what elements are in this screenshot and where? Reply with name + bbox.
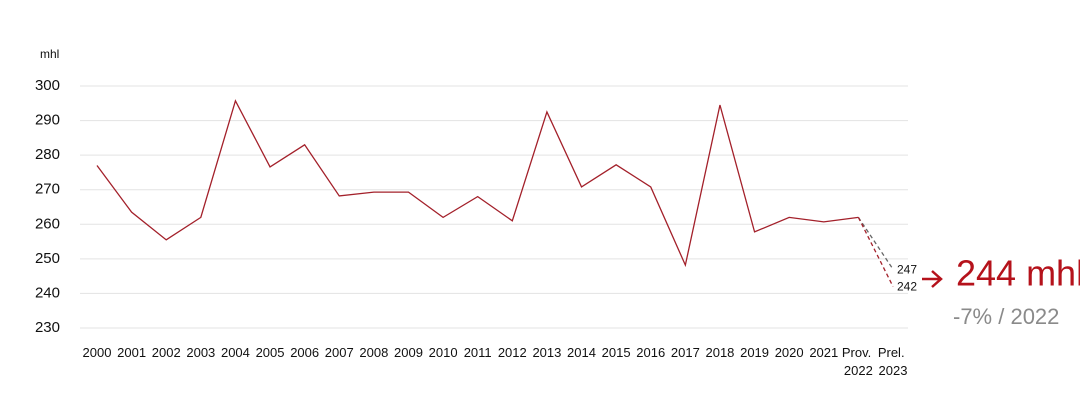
x-tick-label: 2007 — [325, 345, 354, 360]
x-tick-label: 2018 — [705, 345, 734, 360]
x-tick-label: 2010 — [429, 345, 458, 360]
x-tick-label: 2000 — [83, 345, 112, 360]
x-tick-label: 2014 — [567, 345, 596, 360]
y-tick-label: 250 — [35, 250, 60, 267]
x-tick-label: 2008 — [359, 345, 388, 360]
y-tick-label: 280 — [35, 146, 60, 163]
y-tick-label: 270 — [35, 181, 60, 198]
annotation-sub: -7% / 2022 — [953, 304, 1059, 329]
x-tick-label: 2005 — [256, 345, 285, 360]
line — [96, 99, 859, 268]
x-tick-label: 2002 — [152, 345, 181, 360]
y-tick-label: 260 — [35, 215, 60, 232]
x-tick-label: 2006 — [290, 345, 319, 360]
x-tick-label: 2001 — [117, 345, 146, 360]
y-tick-label: 290 — [35, 112, 60, 129]
x-tick-label: 2015 — [602, 345, 631, 360]
x-tick-label: Prel. 2023 — [878, 345, 908, 378]
x-tick-label: 2021 — [809, 345, 838, 360]
line — [857, 217, 894, 270]
x-tick-label: 2017 — [671, 345, 700, 360]
y-tick-label: 230 — [35, 319, 60, 336]
data-label: 242 — [897, 280, 917, 294]
x-tick-label: 2016 — [636, 345, 665, 360]
x-tick-label: 2012 — [498, 345, 527, 360]
arrow — [922, 270, 943, 288]
x-tick-label: 2003 — [186, 345, 215, 360]
y-tick-label: 300 — [35, 77, 60, 94]
x-tick-label: 2009 — [394, 345, 423, 360]
data-label: 247 — [897, 262, 917, 276]
x-tick-label: 2011 — [464, 345, 492, 360]
x-tick-label: 2004 — [221, 345, 250, 360]
line — [857, 217, 894, 287]
x-tick-label: Prov. 2022 — [842, 345, 875, 378]
y-axis-label: mhl — [40, 47, 59, 61]
x-tick-label: 2020 — [775, 345, 804, 360]
y-tick-label: 240 — [35, 284, 60, 301]
x-tick-label: 2019 — [740, 345, 769, 360]
annotation: 244 mhl — [956, 253, 1080, 294]
x-tick-label: 2013 — [532, 345, 561, 360]
